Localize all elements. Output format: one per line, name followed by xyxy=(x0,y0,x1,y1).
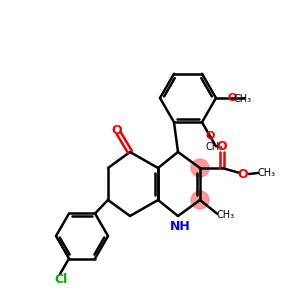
Circle shape xyxy=(191,159,209,177)
Text: Cl: Cl xyxy=(54,273,68,286)
Text: O: O xyxy=(205,131,215,141)
Text: O: O xyxy=(111,124,122,136)
Circle shape xyxy=(191,191,209,209)
Text: O: O xyxy=(217,140,227,154)
Text: CH₃: CH₃ xyxy=(234,94,252,104)
Text: CH₃: CH₃ xyxy=(216,210,234,220)
Text: CH₃: CH₃ xyxy=(258,168,276,178)
Text: O: O xyxy=(238,167,248,181)
Text: NH: NH xyxy=(169,220,190,232)
Text: O: O xyxy=(227,93,237,103)
Text: CH₃: CH₃ xyxy=(206,142,224,152)
